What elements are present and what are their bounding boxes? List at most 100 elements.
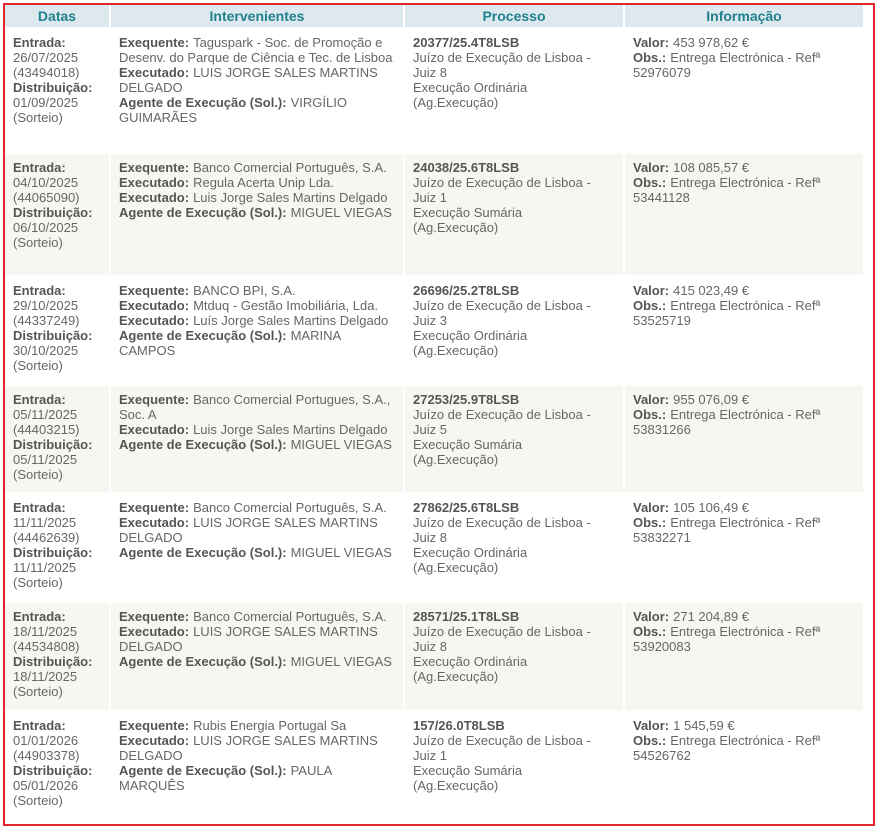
cell-line: (44403215) [13, 422, 101, 437]
cell-line: Agente de Execução (Sol.): MIGUEL VIEGAS [119, 437, 395, 452]
table-row: Entrada: 05/11/2025 (44403215) Distribuição… [5, 386, 863, 492]
cell-line: Valor: 105 106,49 € [633, 500, 855, 515]
field-label: Distribuição: [13, 763, 93, 778]
cell-line: Valor: 1 545,59 € [633, 718, 855, 733]
field-value: Execução Sumária [413, 437, 523, 452]
field-label: Executado: [119, 65, 190, 80]
field-value: MIGUEL VIEGAS [290, 437, 392, 452]
field-value: 105 106,49 € [673, 500, 750, 515]
field-value: 01/09/2025 [13, 95, 79, 110]
field-value: 1 545,59 € [673, 718, 735, 733]
field-label: 24038/25.6T8LSB [413, 160, 520, 175]
field-value: (44462639) [13, 530, 80, 545]
field-label: Executado: [119, 515, 190, 530]
cell-line: Executado: LUIS JORGE SALES MARTINS DELGA… [119, 733, 395, 763]
cell-line: 01/09/2025 [13, 95, 101, 110]
cell-line: (44337249) [13, 313, 101, 328]
table-cell: Exequente: Taguspark - Soc. de Promoção e… [111, 29, 403, 152]
table-cell: Exequente: Banco Comercial Português, S.A… [111, 603, 403, 710]
field-label: Obs.: [633, 733, 667, 748]
cell-line: Distribuição: [13, 437, 101, 452]
field-value: Juízo de Execução de Lisboa - Juiz 8 [413, 624, 591, 654]
cell-line: Entrada: [13, 500, 101, 515]
cell-line: Agente de Execução (Sol.): MIGUEL VIEGAS [119, 654, 395, 669]
field-value: Banco Comercial Português, S.A. [193, 609, 387, 624]
field-value: 06/10/2025 [13, 220, 79, 235]
cell-line: Executado: Luis Jorge Sales Martins Delga… [119, 190, 395, 205]
field-label: Agente de Execução (Sol.): [119, 328, 287, 343]
field-value: (Ag.Execução) [413, 343, 499, 358]
field-label: Agente de Execução (Sol.): [119, 545, 287, 560]
field-value: Luis Jorge Sales Martins Delgado [193, 422, 388, 437]
table-cell: Entrada: 05/11/2025 (44403215) Distribuição… [5, 386, 109, 492]
cell-line: Executado: Mtduq - Gestão Imobiliária, Ld… [119, 298, 395, 313]
field-value: (44903378) [13, 748, 80, 763]
table-cell: Entrada: 04/10/2025 (44065090) Distribuição… [5, 154, 109, 275]
field-label: Agente de Execução (Sol.): [119, 205, 287, 220]
field-label: Exequente: [119, 500, 190, 515]
field-label: Entrada: [13, 392, 66, 407]
field-label: Obs.: [633, 624, 667, 639]
cell-line: (Sorteio) [13, 793, 101, 808]
field-label: Executado: [119, 190, 190, 205]
cell-line: Juízo de Execução de Lisboa - Juiz 8 [413, 50, 615, 80]
table-cell: Valor: 105 106,49 € Obs.: Entrega Electróni… [625, 494, 863, 601]
field-label: 26696/25.2T8LSB [413, 283, 520, 298]
field-value: Juízo de Execução de Lisboa - Juiz 5 [413, 407, 591, 437]
cell-line: Entrada: [13, 160, 101, 175]
field-label: Executado: [119, 733, 190, 748]
field-label: Entrada: [13, 35, 66, 50]
cell-line: Distribuição: [13, 654, 101, 669]
table-row: Entrada: 29/10/2025 (44337249) Distribuição… [5, 277, 863, 384]
field-value: 18/11/2025 [13, 669, 78, 684]
field-label: Entrada: [13, 160, 66, 175]
field-value: LUIS JORGE SALES MARTINS DELGADO [119, 624, 378, 654]
field-label: Obs.: [633, 175, 667, 190]
cell-line: Exequente: Taguspark - Soc. de Promoção e… [119, 35, 395, 65]
cell-line: Agente de Execução (Sol.): MARINA CAMPOS [119, 328, 395, 358]
cell-line: 157/26.0T8LSB [413, 718, 615, 733]
field-value: (Sorteio) [13, 793, 63, 808]
field-value: (Sorteio) [13, 575, 63, 590]
field-value: 29/10/2025 [13, 298, 79, 313]
field-value: Mtduq - Gestão Imobiliária, Lda. [193, 298, 379, 313]
field-label: Exequente: [119, 718, 190, 733]
cell-line: (Sorteio) [13, 110, 101, 125]
field-value: Juízo de Execução de Lisboa - Juiz 3 [413, 298, 591, 328]
cell-line: Obs.: Entrega Electrónica - Refª 54526762 [633, 733, 855, 763]
cell-line: (Ag.Execução) [413, 560, 615, 575]
table-cell: 27862/25.6T8LSB Juízo de Execução de Lisb… [405, 494, 623, 601]
field-value: Entrega Electrónica - Refª 53831266 [633, 407, 821, 437]
column-header: Informação [625, 5, 863, 27]
cell-line: Executado: LUIS JORGE SALES MARTINS DELGA… [119, 65, 395, 95]
table-cell: Exequente: Banco Comercial Português, S.A… [111, 154, 403, 275]
field-value: Entrega Electrónica - Refª 53920083 [633, 624, 821, 654]
cell-line: Execução Ordinária [413, 654, 615, 669]
field-label: Agente de Execução (Sol.): [119, 437, 287, 452]
field-label: Agente de Execução (Sol.): [119, 95, 287, 110]
table-body: Entrada: 26/07/2025 (43494018) Distribuição… [5, 29, 863, 817]
field-value: (Ag.Execução) [413, 95, 499, 110]
cell-line: Distribuição: [13, 328, 101, 343]
field-value: Juízo de Execução de Lisboa - Juiz 8 [413, 515, 591, 545]
cell-line: Executado: Regula Acerta Unip Lda. [119, 175, 395, 190]
cell-line: Executado: Luis Jorge Sales Martins Delga… [119, 422, 395, 437]
field-value: Juízo de Execução de Lisboa - Juiz 8 [413, 50, 591, 80]
cell-line: Exequente: Banco Comercial Português, S.A… [119, 500, 395, 515]
field-value: Execução Ordinária [413, 545, 528, 560]
table-cell: Entrada: 26/07/2025 (43494018) Distribuição… [5, 29, 109, 152]
table-cell: Valor: 415 023,49 € Obs.: Entrega Electróni… [625, 277, 863, 384]
field-value: 26/07/2025 [13, 50, 79, 65]
field-value: Regula Acerta Unip Lda. [193, 175, 335, 190]
field-value: (44337249) [13, 313, 80, 328]
cell-line: 27862/25.6T8LSB [413, 500, 615, 515]
field-label: 157/26.0T8LSB [413, 718, 505, 733]
table-row: Entrada: 01/01/2026 (44903378) Distribuição… [5, 712, 863, 817]
field-label: Valor: [633, 609, 670, 624]
field-value: Execução Ordinária [413, 328, 528, 343]
cell-line: Juízo de Execução de Lisboa - Juiz 1 [413, 733, 615, 763]
cell-line: Distribuição: [13, 545, 101, 560]
field-label: Obs.: [633, 407, 667, 422]
field-value: 05/11/2025 [13, 407, 78, 422]
